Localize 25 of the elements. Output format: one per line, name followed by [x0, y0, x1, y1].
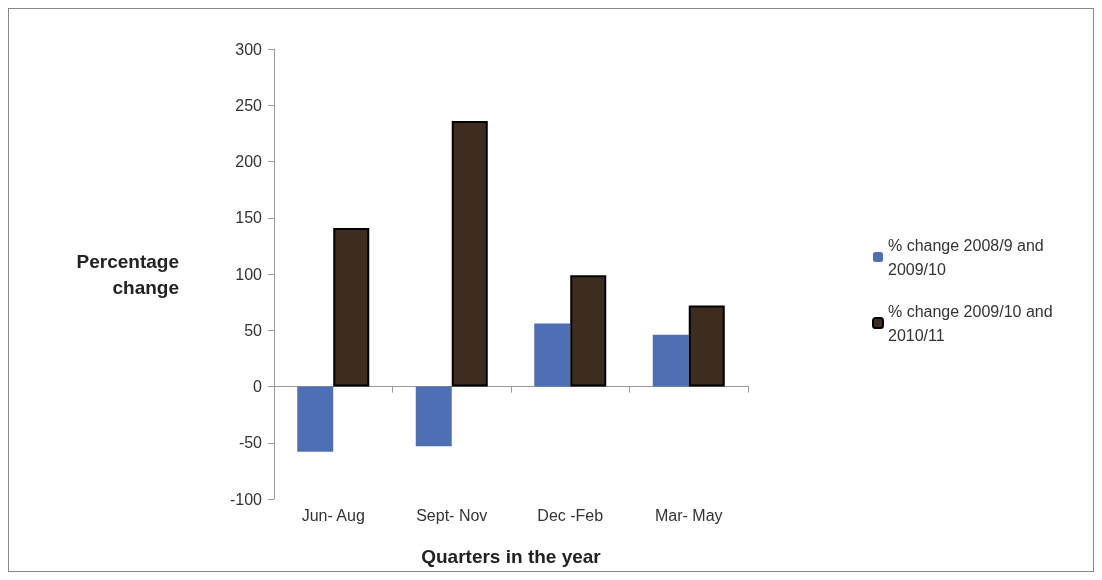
y-axis-title: Percentage change: [76, 250, 179, 298]
x-axis-title: Quarters in the year: [421, 546, 602, 567]
bar: [570, 275, 607, 387]
y-tick-label: 200: [235, 153, 263, 170]
y-tick-label: 100: [235, 265, 263, 283]
x-tick-label: Mar- May: [654, 506, 723, 524]
x-tick-label: Dec -Feb: [537, 506, 604, 524]
x-tick-label: Jun- Aug: [301, 506, 365, 524]
y-tick-label: 300: [235, 40, 263, 58]
bar: [297, 386, 334, 452]
legend-label: % change 2008/9 and 2009/10: [888, 236, 1049, 278]
bar: [688, 305, 725, 387]
y-tick-label: 250: [235, 96, 263, 114]
bar: [534, 323, 571, 387]
y-tick-label: 150: [235, 209, 263, 227]
y-tick-label: -50: [238, 434, 263, 452]
y-tick-label: 50: [244, 321, 263, 339]
y-tick-label: -100: [229, 490, 263, 508]
bar: [451, 121, 488, 387]
bar: [652, 334, 689, 387]
legend-label: % change 2009/10 and 2010/11: [888, 302, 1058, 344]
y-tick-label: 0: [253, 378, 263, 395]
x-tick-label: Sept- Nov: [416, 506, 488, 524]
bar: [333, 227, 370, 387]
bar: [415, 386, 452, 447]
